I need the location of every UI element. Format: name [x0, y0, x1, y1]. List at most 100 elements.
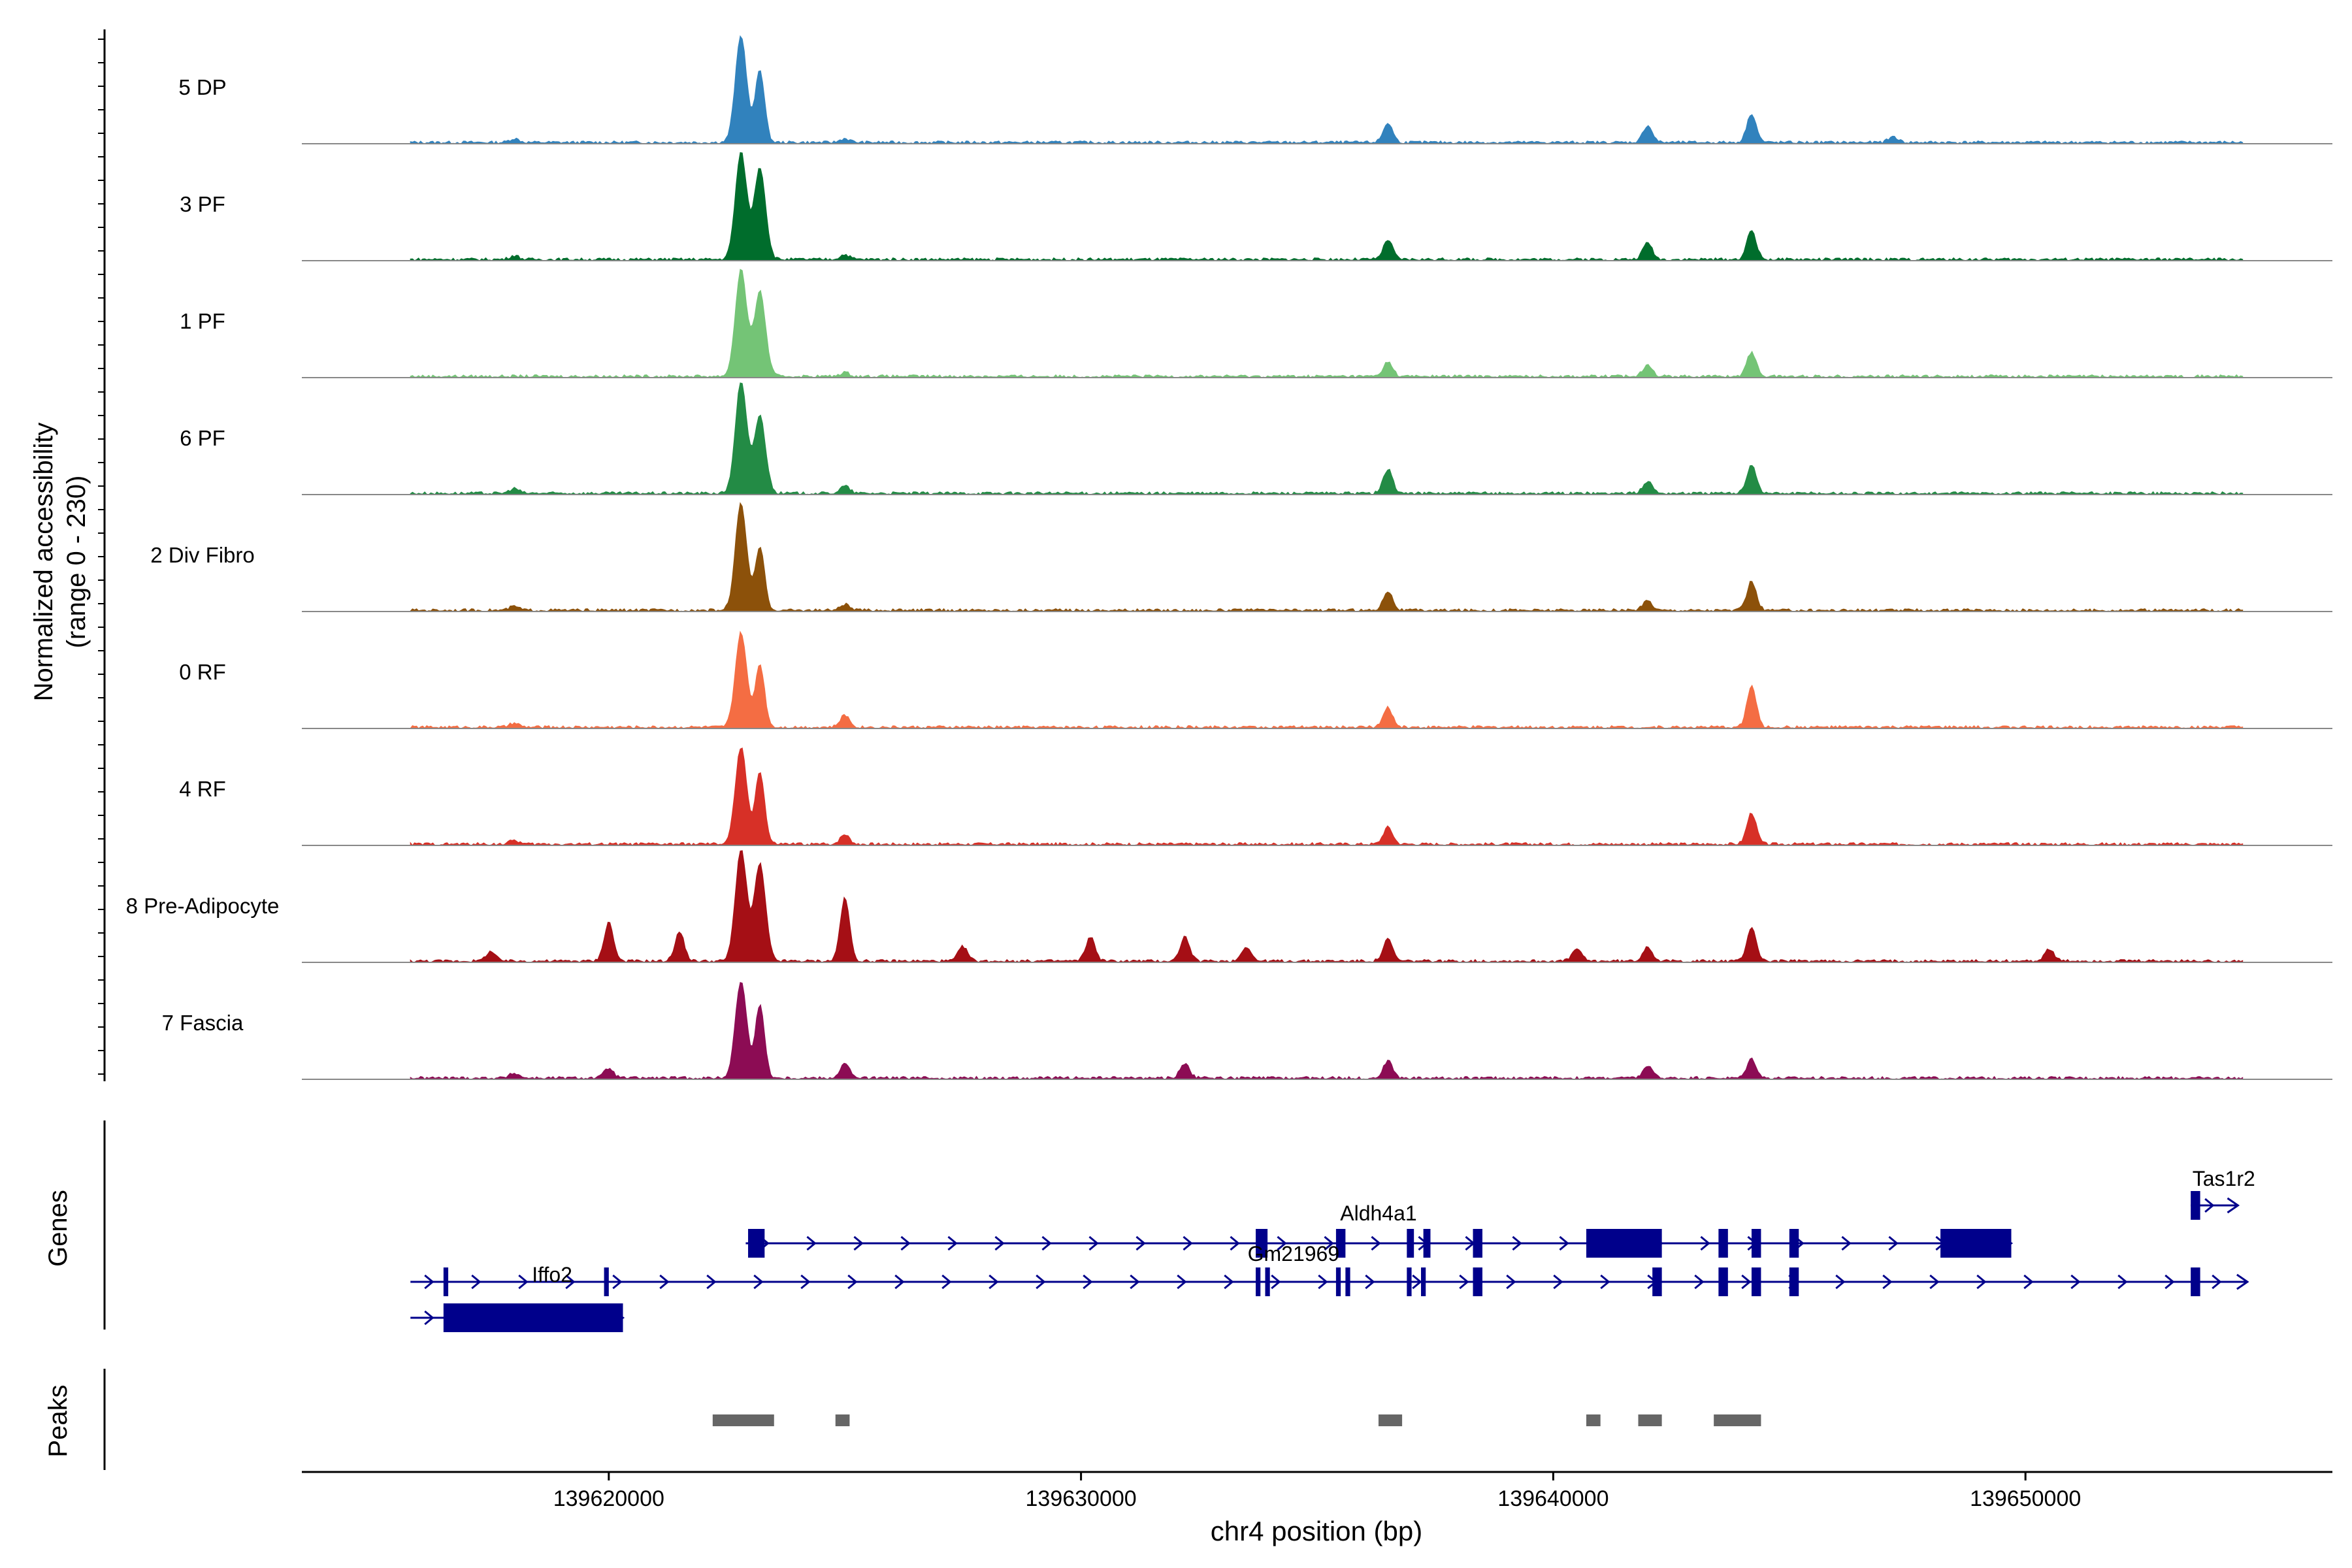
- coverage-tracks: 5 DP 3 PF 1 PF 6 PF 2 Div Fibro 0 RF 4 RF 8 Pre…: [126, 35, 2332, 1080]
- gene-aldh4a1: Aldh4a1: [745, 1201, 2014, 1258]
- strand-arrow: [1271, 1274, 1281, 1290]
- strand-arrow: [1177, 1274, 1187, 1290]
- exon: [1407, 1229, 1414, 1258]
- exon: [1789, 1229, 1799, 1258]
- gene-iffo2: Iffo2: [410, 1263, 625, 1332]
- strand-arrow: [424, 1310, 434, 1326]
- strand-arrow: [1506, 1274, 1516, 1290]
- x-axis-title: chr4 position (bp): [1211, 1516, 1423, 1546]
- peak-region: [1638, 1414, 1662, 1426]
- gene-label: Iffo2: [532, 1263, 572, 1286]
- strand-arrow: [1083, 1274, 1093, 1290]
- exon: [443, 1267, 449, 1296]
- track-6-pf: 6 PF: [180, 382, 2332, 495]
- coverage-area: [410, 152, 2244, 261]
- coverage-area: [410, 981, 2244, 1080]
- exon: [1265, 1267, 1270, 1296]
- track-2-div-fibro: 2 Div Fibro: [150, 502, 2332, 612]
- peaks-panel-label: Peaks: [44, 1384, 73, 1457]
- strand-arrow: [1882, 1274, 1893, 1290]
- gene-end-arrow: [2227, 1197, 2240, 1214]
- exon: [1652, 1267, 1662, 1296]
- strand-arrow: [900, 1235, 911, 1251]
- strand-arrow: [806, 1235, 817, 1251]
- exon: [604, 1267, 609, 1296]
- genes-panel-label: Genes: [44, 1190, 73, 1267]
- gene-label: Aldh4a1: [1340, 1201, 1416, 1225]
- track-y-axis-ticks: [98, 39, 105, 1075]
- strand-arrow: [994, 1235, 1005, 1251]
- track-label: 5 DP: [178, 75, 226, 99]
- exon: [1335, 1229, 1346, 1258]
- exon: [1421, 1267, 1426, 1296]
- exon: [1345, 1267, 1350, 1296]
- strand-arrow: [2204, 1198, 2215, 1213]
- gene-end-arrow: [2236, 1273, 2249, 1290]
- strand-arrow: [1841, 1235, 1852, 1251]
- coverage-area: [410, 850, 2244, 963]
- exon: [2191, 1191, 2200, 1220]
- track-0-rf: 0 RF: [179, 630, 2332, 729]
- exon: [1751, 1229, 1761, 1258]
- strand-arrow: [1694, 1274, 1705, 1290]
- strand-arrow: [1559, 1235, 1569, 1251]
- strand-arrow: [1318, 1274, 1328, 1290]
- strand-arrow: [1041, 1235, 1052, 1251]
- exon: [1751, 1267, 1761, 1296]
- y-axis-title: Normalized accessibility (range 0 - 230): [29, 423, 91, 702]
- gene-label: Tas1r2: [2193, 1167, 2255, 1190]
- peak-region: [1378, 1414, 1403, 1426]
- strand-arrow: [847, 1274, 858, 1290]
- strand-arrow: [1224, 1274, 1234, 1290]
- strand-arrow: [1324, 1235, 1334, 1251]
- strand-arrow: [2164, 1274, 2175, 1290]
- peak-region: [1714, 1414, 1761, 1426]
- x-tick-label: 139650000: [1970, 1486, 2081, 1511]
- track-label: 2 Div Fibro: [150, 543, 255, 567]
- strand-arrow: [1135, 1235, 1146, 1251]
- exon: [1718, 1267, 1728, 1296]
- peak-region: [712, 1414, 774, 1426]
- peak-regions: [712, 1414, 1761, 1426]
- gene-label: Gm21969: [1248, 1242, 1340, 1266]
- exon: [2191, 1267, 2200, 1296]
- strand-arrow: [1888, 1235, 1899, 1251]
- strand-arrow: [1929, 1274, 1940, 1290]
- track-label: 4 RF: [179, 777, 226, 801]
- y-axis-title-line2: (range 0 - 230): [62, 476, 91, 649]
- exon: [1335, 1267, 1341, 1296]
- strand-arrow: [753, 1274, 764, 1290]
- strand-arrow: [1741, 1274, 1752, 1290]
- strand-arrow: [2070, 1274, 2081, 1290]
- exon: [1473, 1229, 1482, 1258]
- coverage-area: [410, 382, 2244, 495]
- strand-arrow: [1183, 1235, 1193, 1251]
- strand-arrow: [1600, 1274, 1610, 1290]
- strand-arrow: [1036, 1274, 1046, 1290]
- track-5-dp: 5 DP: [178, 35, 2332, 144]
- strand-arrow: [1277, 1235, 1287, 1251]
- strand-arrow: [706, 1274, 717, 1290]
- exon: [748, 1229, 765, 1258]
- strand-arrow: [947, 1235, 958, 1251]
- strand-arrow: [941, 1274, 952, 1290]
- strand-arrow: [1130, 1274, 1140, 1290]
- x-axis-ticks: 139620000 139630000 139640000 139650000: [553, 1472, 2081, 1511]
- strand-arrow: [1088, 1235, 1099, 1251]
- strand-arrow: [1230, 1235, 1240, 1251]
- strand-arrow: [1835, 1274, 1846, 1290]
- exon: [1718, 1229, 1728, 1258]
- coverage-area: [410, 502, 2244, 612]
- coverage-area: [410, 630, 2244, 729]
- track-label: 8 Pre-Adipocyte: [126, 894, 280, 918]
- track-8-pre-adipocyte: 8 Pre-Adipocyte: [126, 850, 2332, 963]
- strand-arrow: [853, 1235, 864, 1251]
- coverage-area: [410, 269, 2244, 378]
- coverage-area: [410, 35, 2244, 144]
- x-tick-label: 139630000: [1026, 1486, 1137, 1511]
- gene-gm21969: Gm21969: [410, 1242, 2249, 1296]
- exon: [1789, 1267, 1799, 1296]
- x-tick-label: 139620000: [553, 1486, 664, 1511]
